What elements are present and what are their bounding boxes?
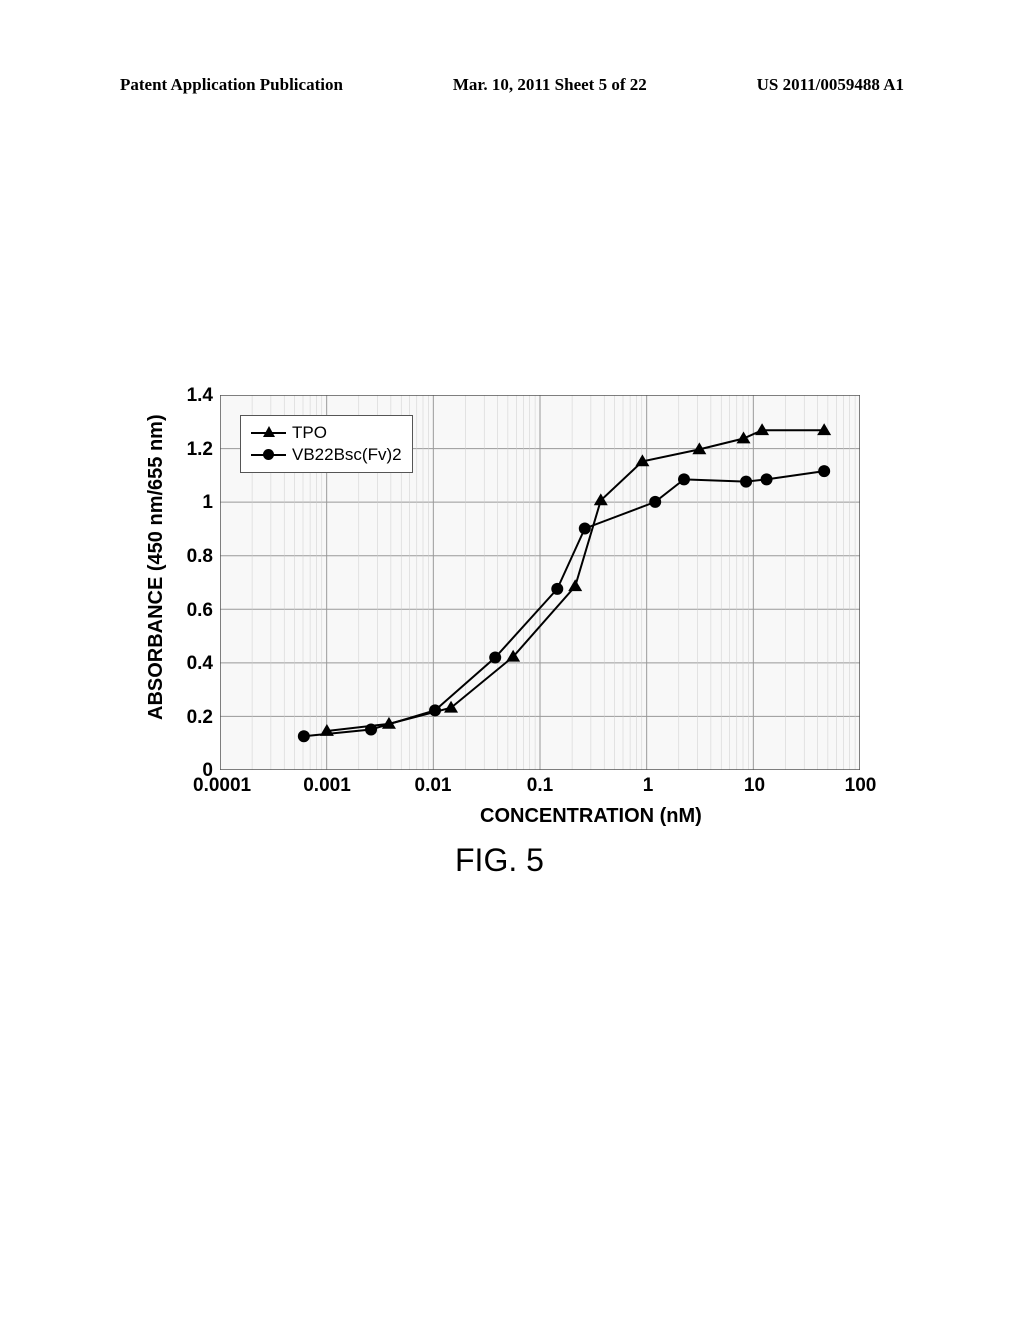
- y-tick-1: 0.2: [178, 707, 213, 729]
- x-axis-label: CONCENTRATION (nM): [480, 805, 702, 828]
- y-tick-5: 1: [178, 492, 213, 514]
- y-tick-2: 0.4: [178, 653, 213, 675]
- legend-item-vb22b: VB22Bsc(Fv)2: [251, 445, 402, 465]
- figure-caption: FIG. 5: [455, 842, 544, 879]
- legend-line-tpo: [251, 432, 286, 434]
- y-tick-7: 1.4: [178, 385, 213, 407]
- triangle-marker-icon: [263, 426, 275, 437]
- y-tick-3: 0.6: [178, 600, 213, 622]
- x-tick-4: 1: [638, 775, 658, 797]
- header-patent-number: US 2011/0059488 A1: [757, 75, 904, 95]
- y-axis-label: ABSORBANCE (450 nm/655 nm): [145, 414, 168, 720]
- legend-item-tpo: TPO: [251, 423, 402, 443]
- x-tick-6: 100: [843, 775, 878, 797]
- x-tick-3: 0.1: [525, 775, 555, 797]
- x-tick-1: 0.001: [302, 775, 352, 797]
- legend-line-vb22b: [251, 454, 286, 456]
- legend-label-vb22b: VB22Bsc(Fv)2: [292, 445, 402, 465]
- header-publication: Patent Application Publication: [120, 75, 343, 95]
- x-tick-2: 0.01: [413, 775, 453, 797]
- legend-label-tpo: TPO: [292, 423, 327, 443]
- y-tick-4: 0.8: [178, 546, 213, 568]
- circle-marker-icon: [263, 449, 274, 460]
- header-date-sheet: Mar. 10, 2011 Sheet 5 of 22: [453, 75, 647, 95]
- chart-legend: TPO VB22Bsc(Fv)2: [240, 415, 413, 473]
- x-tick-5: 10: [742, 775, 767, 797]
- x-tick-0: 0.0001: [193, 775, 248, 797]
- patent-header: Patent Application Publication Mar. 10, …: [0, 75, 1024, 95]
- y-tick-6: 1.2: [178, 439, 213, 461]
